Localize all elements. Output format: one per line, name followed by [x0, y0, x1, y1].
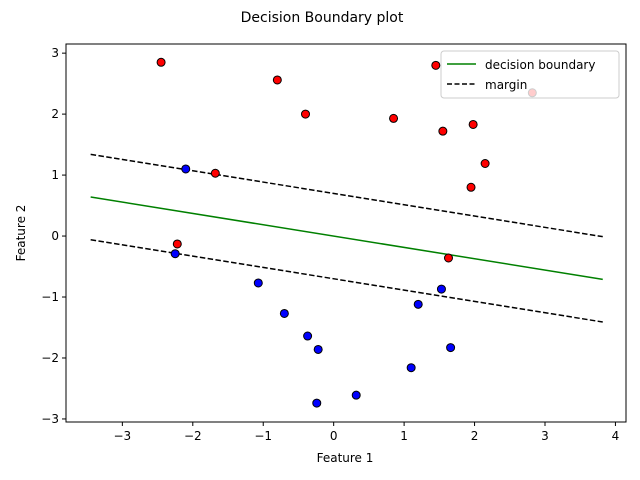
legend-box — [440, 50, 620, 99]
y-axis-label: Feature 2 — [14, 205, 28, 262]
point-red-8 — [466, 182, 476, 192]
decision-boundary-line — [90, 196, 603, 281]
legend-label-decision-boundary: decision boundary — [485, 58, 595, 72]
point-blue-1 — [170, 249, 180, 259]
point-red-3 — [389, 113, 399, 123]
point-blue-6 — [312, 398, 322, 408]
y-tick-label: −1 — [41, 290, 59, 304]
point-red-10 — [172, 239, 182, 249]
x-tick-label: 2 — [471, 429, 479, 443]
x-tick-label: −3 — [114, 429, 132, 443]
y-tick-label: −3 — [41, 412, 59, 426]
x-tick-label: 0 — [330, 429, 338, 443]
point-blue-3 — [279, 308, 289, 318]
y-tick-label: 1 — [51, 168, 59, 182]
legend: decision boundary margin — [440, 50, 620, 99]
axis-ticks: −3 −2 −1 0 1 2 3 4 −3 −2 −1 0 1 2 3 — [41, 46, 619, 443]
axes-frame — [65, 43, 627, 423]
point-blue-4 — [303, 331, 313, 341]
margin-line-1 — [90, 153, 603, 238]
point-red-0 — [156, 57, 166, 67]
point-blue-11 — [446, 343, 456, 353]
point-red-7 — [480, 158, 490, 168]
x-axis-label: Feature 1 — [317, 451, 374, 465]
x-tick-label: −2 — [184, 429, 202, 443]
legend-label-margin: margin — [485, 78, 527, 92]
point-red-11 — [443, 253, 453, 263]
point-blue-9 — [413, 299, 423, 309]
point-red-5 — [438, 126, 448, 136]
x-tick-label: −1 — [254, 429, 272, 443]
x-tick-label: 1 — [400, 429, 408, 443]
plot-area — [90, 57, 603, 408]
y-tick-label: 0 — [51, 229, 59, 243]
point-blue-5 — [313, 344, 323, 354]
y-tick-label: 3 — [51, 46, 59, 60]
point-red-2 — [300, 109, 310, 119]
point-red-9 — [210, 168, 220, 178]
point-blue-10 — [436, 284, 446, 294]
y-tick-label: 2 — [51, 107, 59, 121]
y-tick-label: −2 — [41, 351, 59, 365]
point-red-1 — [272, 75, 282, 85]
point-red-4 — [431, 60, 441, 70]
margin-line-2 — [90, 238, 603, 323]
x-tick-label: 4 — [612, 429, 620, 443]
point-blue-2 — [253, 278, 263, 288]
point-red-6 — [468, 119, 478, 129]
point-blue-0 — [181, 164, 191, 174]
x-tick-label: 3 — [541, 429, 549, 443]
point-blue-7 — [351, 390, 361, 400]
chart-title: Decision Boundary plot — [241, 10, 404, 26]
point-blue-8 — [406, 363, 416, 373]
